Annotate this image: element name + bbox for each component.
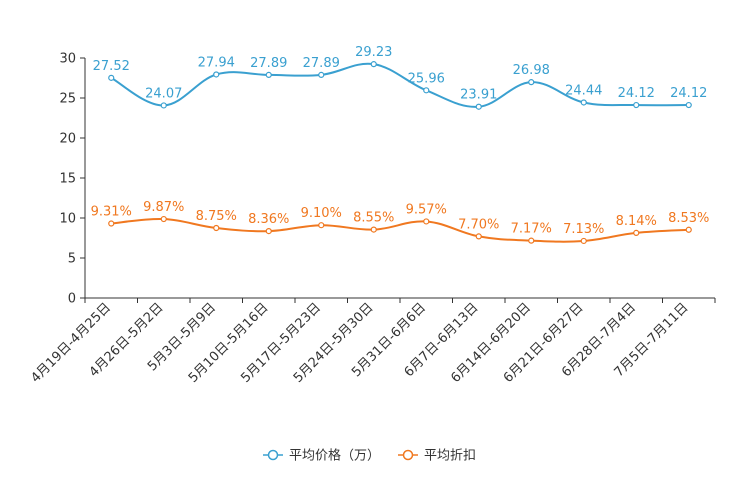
legend-marker-2 [402, 449, 414, 461]
data-point [475, 233, 482, 240]
data-point [685, 101, 692, 109]
data-label: 8.55% [353, 211, 394, 226]
data-point [213, 71, 220, 78]
data-point [528, 237, 535, 244]
data-label: 25.96 [408, 71, 445, 86]
data-label: 8.53% [668, 211, 709, 226]
data-label: 9.57% [406, 202, 447, 217]
series-line-2 [111, 217, 689, 243]
data-label: 8.14% [616, 214, 657, 229]
data-point [265, 228, 272, 235]
data-point [108, 74, 115, 81]
data-label: 8.75% [196, 209, 237, 224]
data-point [318, 71, 325, 78]
data-point [160, 215, 167, 223]
y-tick-label: 10 [59, 212, 76, 227]
data-point [580, 237, 587, 245]
data-label: 8.36% [248, 212, 289, 227]
data-point [633, 101, 640, 109]
y-tick-label: 0 [68, 292, 76, 307]
data-label: 27.89 [250, 56, 287, 71]
data-label: 7.17% [511, 222, 552, 237]
data-point [685, 226, 692, 233]
data-label: 9.10% [301, 206, 342, 221]
data-label: 7.13% [563, 222, 604, 237]
data-point [265, 71, 272, 78]
data-point [580, 99, 587, 106]
data-label: 7.70% [458, 217, 499, 232]
data-point [108, 220, 115, 227]
data-label: 29.23 [355, 45, 392, 60]
data-label: 24.12 [618, 86, 655, 101]
data-point [423, 218, 430, 225]
data-point [318, 222, 325, 229]
data-point [160, 102, 167, 109]
data-label: 9.31% [91, 205, 132, 220]
data-point [423, 87, 430, 94]
data-label: 24.07 [145, 86, 182, 101]
data-point [213, 224, 220, 232]
y-tick-label: 20 [59, 132, 76, 147]
data-label: 24.44 [565, 83, 602, 98]
data-label: 26.98 [513, 63, 550, 78]
legend-label-2: 平均折扣 [424, 449, 476, 464]
data-point [475, 103, 482, 110]
data-point [370, 226, 377, 233]
legend-marker-1 [267, 449, 279, 461]
data-label: 9.87% [143, 200, 184, 215]
data-label: 27.94 [198, 55, 235, 70]
y-tick-label: 25 [59, 92, 76, 107]
data-point [633, 229, 640, 236]
legend-label-1: 平均价格（万） [289, 448, 380, 464]
data-point [528, 79, 535, 86]
data-point [370, 61, 377, 68]
y-tick-label: 15 [59, 172, 76, 187]
data-label: 27.52 [93, 59, 130, 74]
y-tick-label: 30 [59, 52, 76, 67]
data-label: 23.91 [460, 88, 497, 103]
data-label: 24.12 [670, 86, 707, 101]
y-tick-label: 5 [68, 252, 76, 267]
data-label: 27.89 [303, 56, 340, 71]
